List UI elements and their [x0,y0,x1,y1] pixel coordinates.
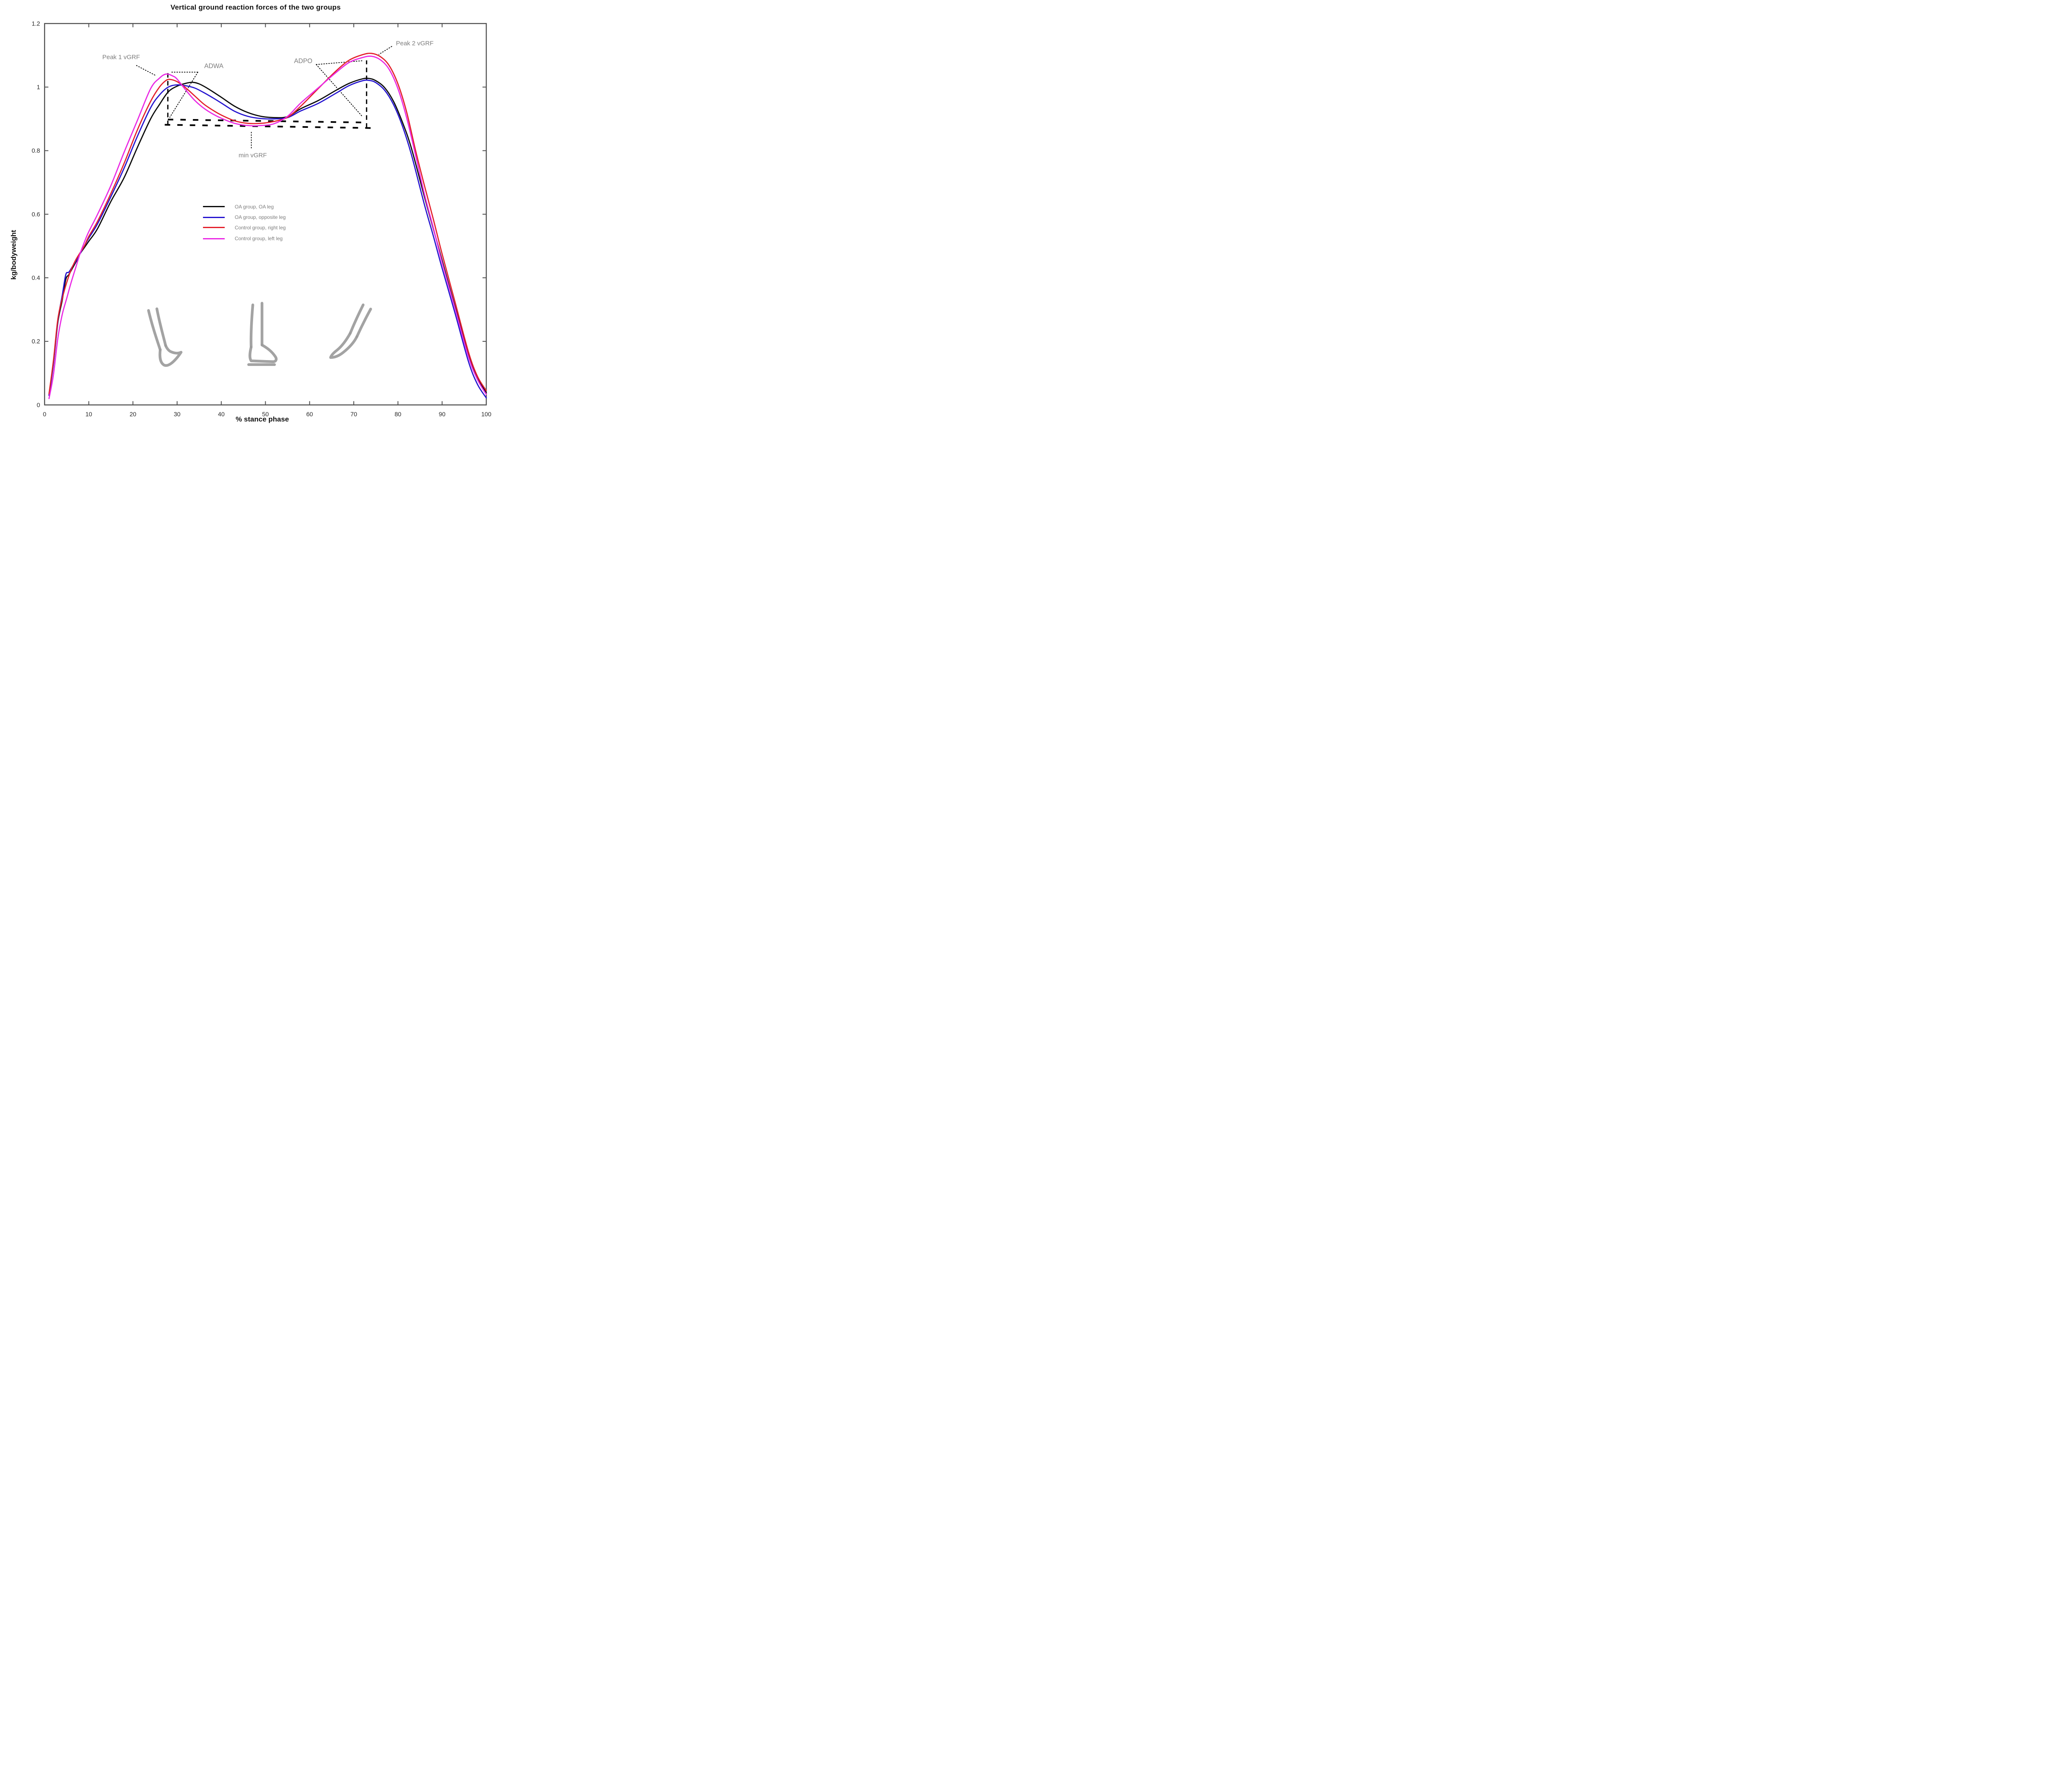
annotation-peak2-vgrf: Peak 2 vGRF [396,40,434,47]
y-tick-label: 1.2 [32,20,40,27]
x-tick-label: 50 [262,411,269,418]
legend-line-magenta [203,238,225,239]
mid-stance-foot-stroke [249,343,278,363]
x-tick-label: 10 [85,411,92,418]
x-tick-label: 80 [395,411,401,418]
curve-control-group-right-leg [48,53,487,395]
legend-label: OA group, opposite leg [235,214,286,221]
y-tick-label: 0.2 [32,338,40,345]
dotted-adpo-lower [316,64,363,117]
legend-label: OA group, OA leg [235,203,274,210]
x-tick-label: 40 [218,411,225,418]
legend-item-control-right: Control group, right leg [203,224,286,231]
chart-canvas: 0 10 20 30 40 50 60 70 80 90 100 0 0.2 0.4 0.6 0.8 1 1.2 [32,20,492,418]
x-tick-label: 0 [43,411,46,418]
heel-strike-foot-stroke [155,307,167,347]
push-off-foot-stroke [329,332,358,359]
heel-strike-foot-stroke [147,309,162,351]
legend-line-black [203,206,225,207]
annotation-adpo: ADPO [294,58,312,65]
heel-strike-foot-stroke [158,344,183,367]
annotation-peak1-vgrf: Peak 1 vGRF [102,53,140,61]
mid-stance-foot-icon [247,302,278,366]
dashed-lower-horizontal [165,124,374,129]
dotted-peak1-leader [136,65,157,76]
x-axis-title: % stance phase [236,415,289,423]
x-tick-label: 70 [350,411,357,418]
y-tick-label: 0 [37,402,40,409]
heel-strike-foot-icon [147,307,183,367]
dotted-peak2-leader [378,46,392,55]
x-tick-label: 30 [174,411,180,418]
y-tick-label: 1 [37,84,40,91]
push-off-foot-icon [329,303,372,359]
annotation-min-vgrf: min vGRF [238,152,267,159]
legend-label: Control group, left leg [235,236,283,242]
legend-item-control-left: Control group, left leg [203,235,283,242]
push-off-foot-stroke [355,307,372,338]
y-tick-label: 0.8 [32,148,40,155]
vgrf-chart-figure: 0 10 20 30 40 50 60 70 80 90 100 0 0.2 0.4 0.6 0.8 1 1.2 … [0,0,518,444]
chart-title: Vertical ground reaction forces of the t… [170,3,341,11]
curve-control-group-left-leg [48,56,487,399]
legend-line-red [203,227,225,229]
legend-item-oa-leg: OA group, OA leg [203,203,274,210]
push-off-foot-stroke [349,303,365,335]
x-tick-label: 90 [439,411,445,418]
y-axis-title: kg/bodyweight [10,230,18,280]
legend-item-opposite-leg: OA group, opposite leg [203,214,286,221]
dotted-adpo-upper [316,60,363,65]
annotation-adwa: ADWA [204,63,223,70]
legend-line-blue [203,216,225,218]
x-tick-label: 60 [306,411,313,418]
mid-stance-foot-stroke [249,303,254,349]
dashed-upper-horizontal [167,119,367,124]
legend-label: Control group, right leg [235,224,286,231]
x-tick-label: 20 [129,411,136,418]
x-tick-label: 100 [481,411,491,418]
y-tick-label: 0.4 [32,275,40,282]
y-tick-label: 0.6 [32,211,40,218]
